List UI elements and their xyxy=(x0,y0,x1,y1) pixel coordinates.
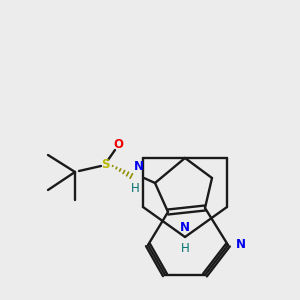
Text: S: S xyxy=(101,158,109,172)
Text: N: N xyxy=(236,238,246,251)
Text: O: O xyxy=(113,139,123,152)
Text: H: H xyxy=(181,242,189,255)
Text: H: H xyxy=(130,182,140,195)
Text: N: N xyxy=(180,221,190,234)
Text: N: N xyxy=(134,160,144,173)
